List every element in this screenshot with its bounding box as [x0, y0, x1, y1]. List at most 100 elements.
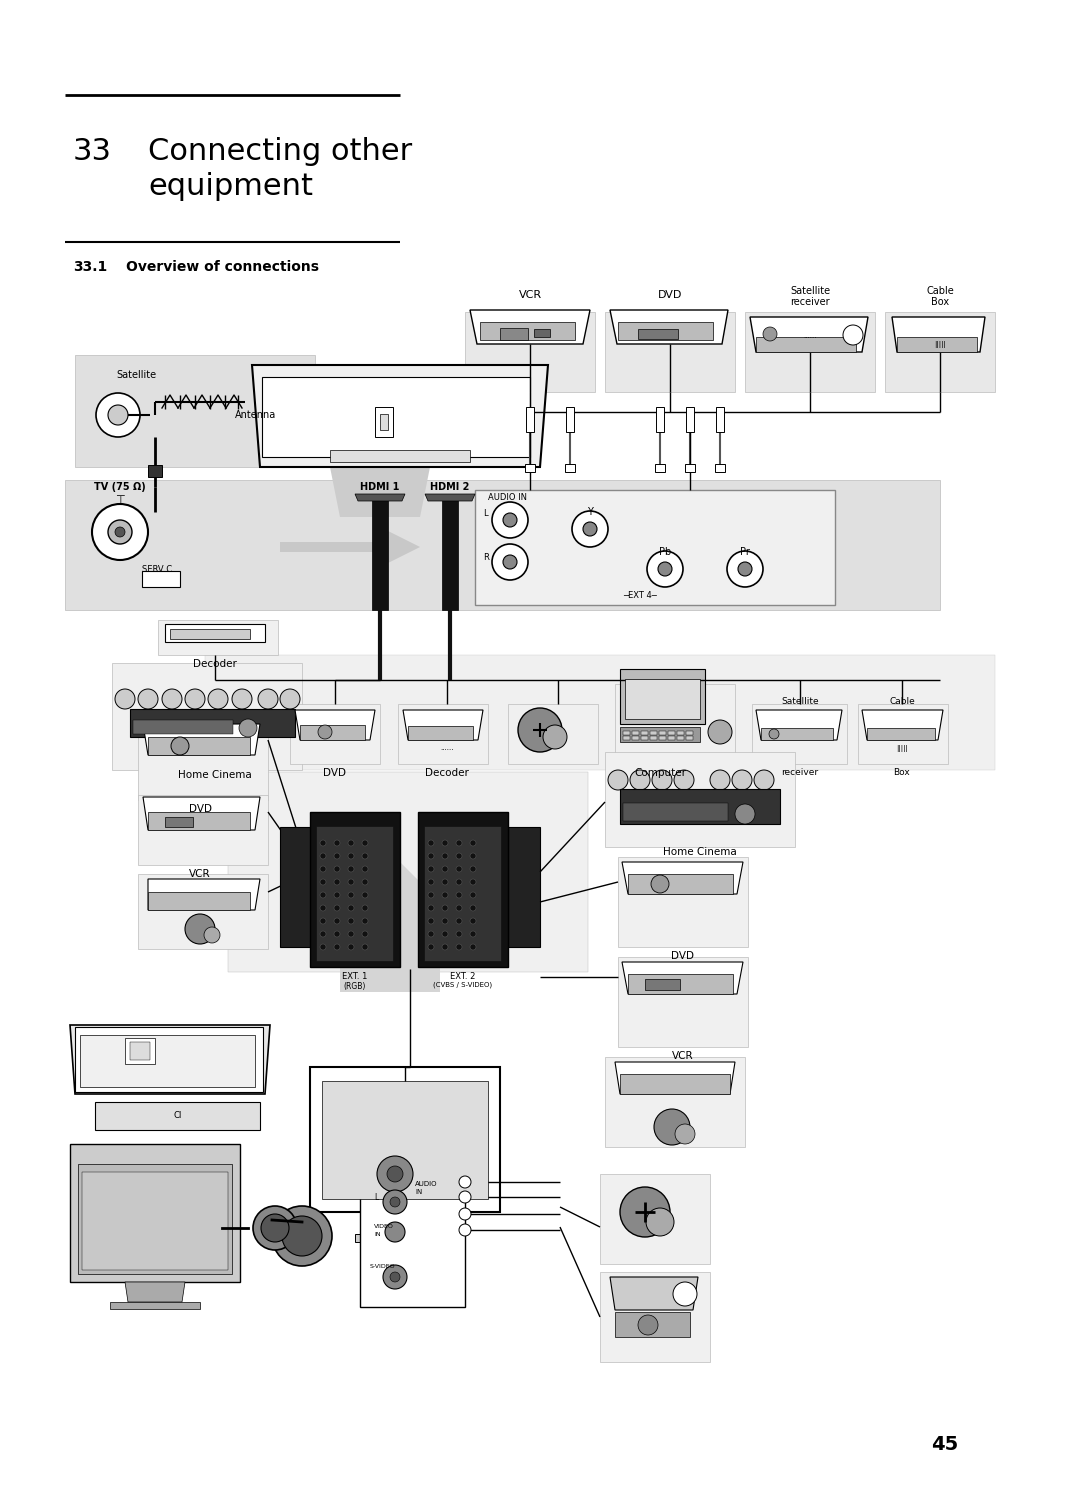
- Bar: [642, 731, 648, 736]
- Circle shape: [647, 551, 683, 586]
- Circle shape: [646, 1209, 674, 1235]
- Circle shape: [108, 521, 132, 545]
- Bar: [669, 736, 675, 740]
- Circle shape: [470, 944, 476, 950]
- Polygon shape: [622, 862, 743, 894]
- Circle shape: [456, 931, 462, 937]
- Text: Satellite: Satellite: [781, 697, 819, 706]
- Circle shape: [428, 944, 434, 950]
- Circle shape: [608, 770, 627, 789]
- Bar: [475, 489, 835, 604]
- Circle shape: [492, 545, 528, 580]
- Circle shape: [320, 879, 326, 885]
- Circle shape: [658, 562, 672, 576]
- Circle shape: [362, 906, 368, 912]
- Circle shape: [543, 725, 567, 749]
- Text: Computer: Computer: [634, 768, 686, 777]
- Circle shape: [843, 325, 863, 345]
- Circle shape: [208, 689, 228, 709]
- Circle shape: [320, 918, 326, 924]
- Circle shape: [362, 931, 368, 937]
- Text: Antenna: Antenna: [235, 410, 276, 421]
- Bar: [885, 312, 995, 392]
- Polygon shape: [862, 710, 943, 740]
- Polygon shape: [70, 1025, 270, 1094]
- Circle shape: [470, 840, 476, 846]
- Text: VCR: VCR: [189, 868, 211, 879]
- Bar: [75, 355, 315, 467]
- Circle shape: [334, 853, 340, 859]
- Circle shape: [572, 510, 608, 548]
- Circle shape: [334, 840, 340, 846]
- Bar: [677, 731, 684, 736]
- Circle shape: [96, 392, 140, 437]
- Polygon shape: [310, 852, 470, 992]
- Polygon shape: [355, 494, 405, 501]
- Circle shape: [503, 555, 517, 568]
- Circle shape: [456, 879, 462, 885]
- Circle shape: [320, 944, 326, 950]
- Circle shape: [390, 1273, 400, 1282]
- Polygon shape: [426, 494, 475, 501]
- Circle shape: [470, 906, 476, 912]
- Bar: [565, 464, 575, 471]
- Circle shape: [282, 1216, 322, 1256]
- Bar: [138, 874, 268, 949]
- Bar: [300, 725, 365, 740]
- Circle shape: [253, 1206, 297, 1250]
- Circle shape: [320, 892, 326, 898]
- Circle shape: [428, 840, 434, 846]
- Bar: [65, 480, 940, 610]
- Bar: [752, 704, 847, 764]
- Circle shape: [651, 874, 669, 894]
- Circle shape: [362, 853, 368, 859]
- Polygon shape: [355, 1234, 445, 1241]
- Circle shape: [362, 892, 368, 898]
- Polygon shape: [330, 467, 430, 518]
- Polygon shape: [508, 827, 540, 947]
- Bar: [170, 630, 249, 639]
- Circle shape: [638, 1314, 658, 1335]
- Circle shape: [114, 527, 125, 537]
- Text: Decoder: Decoder: [193, 659, 237, 668]
- Bar: [645, 979, 680, 991]
- Polygon shape: [280, 827, 312, 947]
- Bar: [618, 856, 748, 947]
- Circle shape: [185, 689, 205, 709]
- Circle shape: [348, 853, 354, 859]
- Circle shape: [762, 327, 777, 342]
- Bar: [638, 330, 678, 339]
- Polygon shape: [373, 1212, 427, 1234]
- Bar: [95, 1103, 260, 1129]
- Circle shape: [470, 879, 476, 885]
- Polygon shape: [610, 1277, 698, 1310]
- Circle shape: [334, 944, 340, 950]
- Text: DVD: DVD: [324, 768, 347, 777]
- Circle shape: [620, 1188, 670, 1237]
- Bar: [650, 736, 657, 740]
- Circle shape: [108, 404, 129, 425]
- Text: Cable: Cable: [927, 286, 954, 295]
- Bar: [600, 1273, 710, 1362]
- Circle shape: [470, 865, 476, 871]
- Circle shape: [348, 892, 354, 898]
- Bar: [399, 704, 488, 764]
- Text: ⊤: ⊤: [116, 495, 125, 504]
- Polygon shape: [148, 879, 260, 910]
- Bar: [291, 704, 380, 764]
- Circle shape: [162, 689, 183, 709]
- Circle shape: [710, 770, 730, 789]
- Polygon shape: [143, 797, 260, 830]
- Circle shape: [334, 918, 340, 924]
- Polygon shape: [615, 1062, 735, 1094]
- Circle shape: [456, 918, 462, 924]
- Bar: [158, 621, 278, 655]
- Circle shape: [362, 840, 368, 846]
- Text: Cable: Cable: [889, 697, 915, 706]
- Polygon shape: [756, 710, 842, 740]
- Text: HDMI 2: HDMI 2: [430, 482, 470, 492]
- Circle shape: [442, 853, 448, 859]
- Bar: [310, 812, 400, 967]
- Polygon shape: [892, 316, 985, 352]
- Circle shape: [348, 840, 354, 846]
